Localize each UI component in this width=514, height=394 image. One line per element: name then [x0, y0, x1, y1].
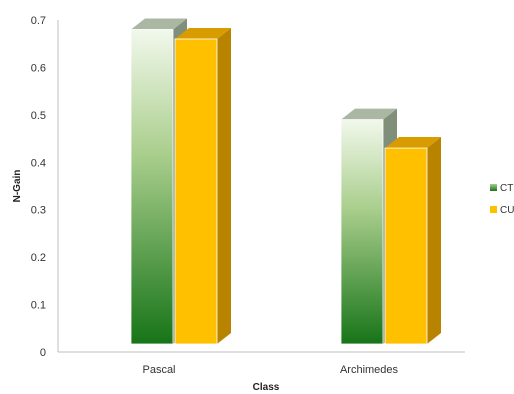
bar-front: [384, 147, 428, 345]
y-axis-title: N-Gain: [12, 170, 23, 203]
legend-swatch-cu: [490, 206, 497, 213]
legend-swatch-ct: [490, 184, 497, 191]
y-tick-label: 0.4: [31, 157, 46, 169]
legend-label-cu: CU: [500, 205, 514, 216]
bars: [130, 18, 441, 345]
bar-cu-archimedes: [384, 137, 441, 345]
bar-top: [175, 27, 231, 39]
x-axis-title: Class: [253, 382, 280, 393]
x-tick-label: Pascal: [142, 364, 175, 376]
legend-label-ct: CT: [500, 183, 513, 194]
bar-top: [131, 18, 187, 30]
bar-front: [340, 119, 384, 345]
bar-front: [174, 38, 218, 345]
bar-cu-pascal: [174, 27, 231, 345]
x-tick-labels: Pascal Archimedes: [142, 364, 398, 376]
y-tick-label: 0.2: [31, 252, 46, 264]
y-tick-label: 0.5: [31, 110, 46, 122]
y-tick-label: 0.6: [31, 62, 46, 74]
bar-side: [427, 137, 441, 344]
legend: CT CU: [490, 183, 514, 216]
bar-top: [341, 108, 397, 120]
y-tick-label: 0: [40, 347, 46, 359]
bar-front: [130, 29, 174, 345]
bar-side: [217, 27, 231, 344]
y-tick-label: 0.1: [31, 300, 46, 312]
y-tick-label: 0.3: [31, 205, 46, 217]
y-tick-label: 0.7: [31, 15, 46, 27]
y-tick-labels: 0 0.1 0.2 0.3 0.4 0.5 0.6 0.7: [31, 15, 46, 359]
x-tick-label: Archimedes: [340, 364, 399, 376]
bar-top: [385, 137, 441, 149]
